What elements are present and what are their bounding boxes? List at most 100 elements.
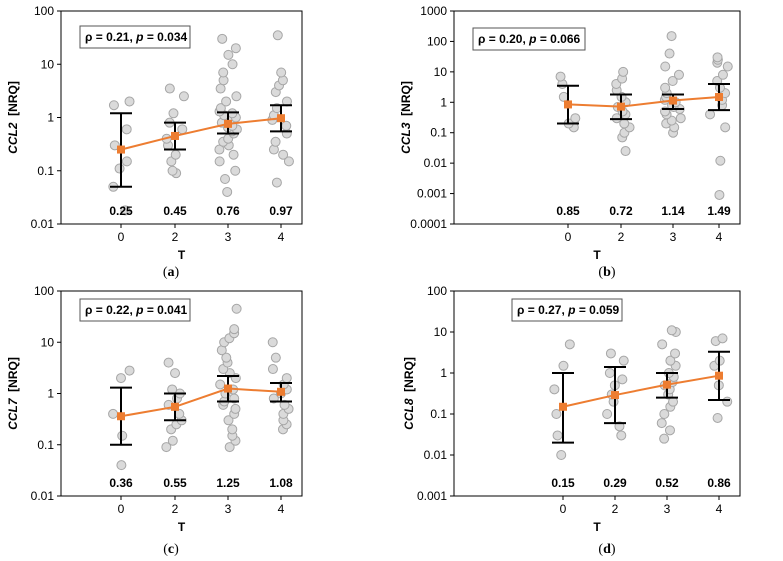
data-point xyxy=(617,374,628,385)
y-axis-unit: [NRQ] xyxy=(399,81,413,116)
data-point xyxy=(120,205,131,216)
data-point xyxy=(227,59,238,70)
median-value-label: 1.25 xyxy=(216,476,240,490)
data-point xyxy=(222,186,233,197)
data-point xyxy=(717,69,728,80)
caption-close: ) xyxy=(611,265,616,280)
data-point xyxy=(270,136,281,147)
y-axis-gap xyxy=(402,392,416,399)
data-point xyxy=(231,303,242,314)
median-marker xyxy=(564,100,572,109)
x-axis-title: T xyxy=(178,520,186,534)
data-point xyxy=(221,352,232,363)
caption-open: ( xyxy=(163,265,168,280)
data-point xyxy=(230,43,241,54)
data-point xyxy=(215,379,226,390)
median-marker xyxy=(277,114,285,123)
x-tick-label: 0 xyxy=(118,230,125,244)
y-axis-title: CCL8 [NRQ] xyxy=(402,357,416,430)
plot-frame xyxy=(453,290,741,497)
data-point xyxy=(279,399,290,410)
stat-p: p xyxy=(135,30,143,44)
y-tick-label: 0.1 xyxy=(37,164,54,178)
y-tick-label: 10 xyxy=(434,325,448,339)
caption-letter: d xyxy=(603,542,611,557)
data-point xyxy=(618,355,629,366)
data-point xyxy=(161,442,172,453)
data-point xyxy=(666,31,677,42)
data-point xyxy=(228,149,239,160)
y-tick-label: 1 xyxy=(47,111,54,125)
x-tick-label: 4 xyxy=(278,502,285,516)
y-axis-unit: [NRQ] xyxy=(6,357,20,392)
y-tick-label: 0.1 xyxy=(37,438,54,452)
median-value-label: 0.15 xyxy=(551,476,575,490)
x-tick-label: 0 xyxy=(118,502,125,516)
data-point xyxy=(276,67,287,78)
data-point xyxy=(664,425,675,436)
stat-box xyxy=(511,298,623,322)
data-point xyxy=(281,120,292,131)
data-point xyxy=(272,30,283,41)
data-point xyxy=(552,430,563,441)
plot-frame xyxy=(453,10,741,225)
data-point xyxy=(667,76,678,87)
median-marker xyxy=(117,145,125,154)
data-point xyxy=(670,348,681,359)
panel-caption: (b) xyxy=(598,265,615,280)
data-point xyxy=(117,430,128,441)
data-point xyxy=(558,91,569,102)
median-marker xyxy=(117,412,125,421)
data-point xyxy=(223,49,234,60)
data-point xyxy=(168,108,179,119)
data-point xyxy=(217,33,228,44)
y-tick-label: 10 xyxy=(434,65,448,79)
data-point xyxy=(283,156,294,167)
median-marker xyxy=(224,119,232,128)
data-point xyxy=(167,435,178,446)
x-tick-label: 3 xyxy=(225,502,232,516)
stat-rho: ρ = 0.20, xyxy=(478,32,526,46)
caption-close: ) xyxy=(611,542,616,557)
y-tick-label: 1 xyxy=(440,366,447,380)
data-point xyxy=(664,48,675,59)
data-point xyxy=(220,173,231,184)
data-point xyxy=(124,365,135,376)
y-tick-label: 10 xyxy=(41,57,55,71)
median-trend-line xyxy=(562,374,720,408)
median-marker xyxy=(669,96,677,105)
stat-p-value: = 0.034 xyxy=(147,30,188,44)
y-axis-gene: CCL8 xyxy=(402,398,416,430)
data-point xyxy=(659,433,670,444)
chart-panel-d: 0.001 0.01 0.1 1 10 100 0 2 3 4 T CCL8 [NRQ] 0.15 0.2… xyxy=(402,284,741,557)
median-value-label: 0.52 xyxy=(655,476,679,490)
stat-annotation: ρ = 0.22, p = 0.041 xyxy=(85,303,188,317)
y-tick-label: 0.0001 xyxy=(410,217,447,231)
median-trend-line xyxy=(567,96,720,108)
median-value-label: 0.85 xyxy=(556,204,580,218)
data-point xyxy=(604,368,615,378)
y-tick-label: 1 xyxy=(440,95,447,109)
y-tick-label: 0.1 xyxy=(430,407,447,421)
data-point xyxy=(230,403,241,414)
y-tick-label: 0.1 xyxy=(430,126,447,140)
caption-letter: c xyxy=(168,542,174,557)
data-point xyxy=(714,189,725,200)
y-tick-label: 1000 xyxy=(420,4,447,18)
median-value-label: 1.08 xyxy=(269,476,293,490)
y-tick-label: 100 xyxy=(34,284,54,298)
y-axis-title: CCL7 [NRQ] xyxy=(6,357,20,430)
y-tick-label: 100 xyxy=(427,34,447,48)
median-marker xyxy=(715,93,723,102)
y-tick-label: 10 xyxy=(41,335,55,349)
data-point xyxy=(124,96,135,107)
data-point xyxy=(167,165,178,176)
data-point xyxy=(114,163,125,174)
data-point xyxy=(705,109,716,120)
data-point xyxy=(270,352,281,363)
data-point xyxy=(218,67,229,78)
median-marker xyxy=(663,380,671,389)
stat-rho: ρ = 0.22, xyxy=(85,303,133,317)
x-axis-title: T xyxy=(593,520,601,534)
y-tick-label: 0.01 xyxy=(31,217,55,231)
